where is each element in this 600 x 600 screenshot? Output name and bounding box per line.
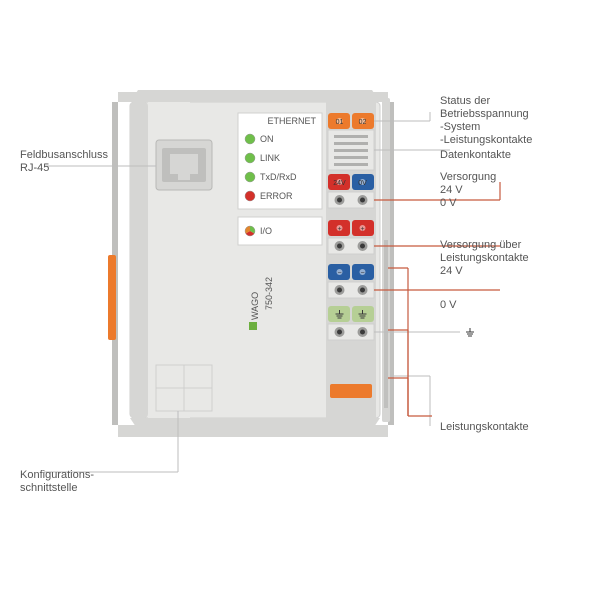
led-link-label: LINK: [260, 153, 280, 163]
label-config-a: Konfigurations-: [20, 469, 94, 481]
ethernet-header: ETHERNET: [267, 116, 316, 126]
power-contact-0: [384, 240, 388, 300]
power-24v-label-right-label: +: [360, 226, 364, 233]
label-status-a: Status der: [440, 95, 490, 107]
label-status-b: Betriebsspannung: [440, 108, 529, 120]
model-number: 750-342: [264, 277, 274, 310]
label-supply-c: 0 V: [440, 197, 457, 209]
led-link-icon: [245, 153, 255, 163]
label-status-c: -System: [440, 121, 480, 133]
label-power-b: Leistungskontakte: [440, 252, 529, 264]
label-rj45-b: RJ-45: [20, 162, 49, 174]
label-power-a: Versorgung über: [440, 239, 522, 251]
led-on-label: ON: [260, 134, 274, 144]
led-txrx-icon: [245, 172, 255, 182]
brand-square-icon: [249, 322, 257, 330]
io-led-label: I/O: [260, 226, 272, 236]
led-on-icon: [245, 134, 255, 144]
supply-label-right-label: 0V: [358, 180, 367, 187]
label-supply-b: 24 V: [440, 184, 463, 196]
label-supply-a: Versorgung: [440, 171, 496, 183]
power-24v-label-left-label: +: [337, 226, 341, 233]
label-power-c: 24 V: [440, 265, 463, 277]
power-0v-label-left-label: −: [337, 270, 341, 277]
status-leds-left-label: 01: [336, 119, 344, 126]
label-status-d: -Leistungskontakte: [440, 134, 532, 146]
label-rj45-a: Feldbusanschluss: [20, 149, 109, 161]
label-config-b: schnittstelle: [20, 482, 77, 494]
power-0v-label-right-label: −: [360, 270, 364, 277]
supply-label-left-label: 24V: [333, 180, 346, 187]
release-levers: [330, 384, 372, 398]
label-power-contacts: Leistungskontakte: [440, 421, 529, 433]
label-0v: 0 V: [440, 299, 457, 311]
led-txrx-label: TxD/RxD: [260, 172, 297, 182]
status-leds-right-label: 02: [359, 119, 367, 126]
brand-logo: WAGO: [250, 292, 260, 320]
label-data: Datenkontakte: [440, 149, 511, 161]
led-error-label: ERROR: [260, 191, 293, 201]
led-error-icon: [245, 191, 255, 201]
power-contact-2: [384, 348, 388, 408]
din-rail-clip: [108, 255, 116, 340]
